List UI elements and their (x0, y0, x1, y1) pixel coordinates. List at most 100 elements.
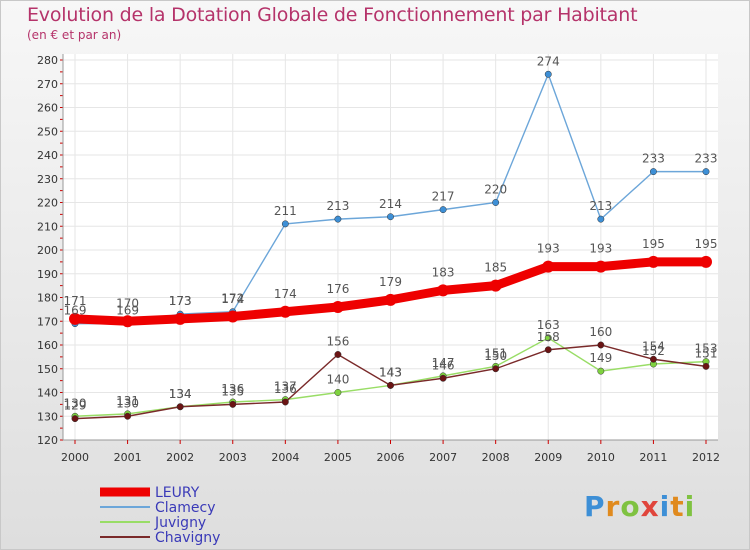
logo-letter: i (659, 490, 671, 523)
data-label-juvigny: 131 (116, 394, 139, 408)
logo-letter: P (584, 490, 606, 523)
data-label-juvigny: 163 (537, 318, 560, 332)
data-label-chavigny: 151 (695, 346, 718, 360)
y-tick-label: 120 (37, 434, 58, 447)
data-label-juvigny: 152 (642, 344, 665, 358)
y-tick-label: 160 (37, 339, 58, 352)
data-label-chavigny: 146 (432, 358, 455, 372)
x-tick-label: 2001 (114, 451, 142, 464)
point-chavigny (439, 374, 447, 382)
point-clamecy (492, 199, 500, 206)
y-tick-label: 210 (37, 220, 58, 233)
data-label-leury: 179 (379, 275, 402, 289)
point-leury (647, 255, 660, 268)
point-chavigny (176, 403, 184, 411)
x-tick-label: 2003 (219, 451, 247, 464)
x-tick-label: 2012 (692, 451, 720, 464)
x-tick-label: 2008 (482, 451, 510, 464)
data-label-juvigny: 134 (169, 387, 192, 401)
data-label-clamecy: 213 (326, 199, 349, 213)
data-label-clamecy: 169 (116, 304, 139, 318)
y-tick-label: 130 (37, 410, 58, 423)
y-tick-label: 200 (37, 244, 58, 257)
data-label-chavigny: 136 (274, 382, 297, 396)
point-clamecy (334, 215, 342, 223)
y-tick-label: 150 (37, 363, 58, 376)
data-label-leury: 176 (326, 282, 349, 296)
logo-letter: o (620, 490, 641, 523)
point-leury (700, 255, 712, 268)
x-tick-label: 2000 (61, 451, 89, 464)
data-label-leury: 171 (64, 294, 87, 308)
chart-title: Evolution de la Dotation Globale de Fonc… (27, 4, 638, 26)
data-label-chavigny: 134 (169, 387, 192, 401)
y-tick-label: 230 (37, 173, 58, 186)
point-clamecy (544, 70, 552, 78)
data-label-chavigny: 129 (64, 399, 87, 413)
point-chavigny (334, 351, 342, 358)
data-label-clamecy: 214 (379, 197, 402, 211)
data-label-leury: 193 (589, 242, 612, 256)
y-tick-label: 270 (37, 78, 58, 91)
point-chavigny (702, 362, 710, 370)
y-tick-label: 180 (37, 292, 58, 305)
data-label-juvigny: 147 (432, 356, 455, 370)
data-label-clamecy: 233 (642, 152, 665, 166)
logo-letter: i (684, 490, 696, 523)
data-label-chavigny: 160 (589, 325, 612, 339)
point-clamecy (281, 220, 289, 228)
point-leury (174, 312, 187, 325)
logo-letter: r (605, 490, 621, 523)
point-chavigny (597, 341, 605, 349)
x-tick-label: 2007 (429, 451, 457, 464)
point-juvigny (597, 367, 605, 375)
legend-label-clamecy: Clamecy (155, 500, 215, 516)
y-tick-label: 190 (37, 268, 58, 281)
data-label-leury: 183 (432, 265, 455, 279)
data-label-clamecy: 174 (221, 292, 244, 306)
data-label-juvigny: 136 (221, 382, 244, 396)
data-label-chavigny: 150 (484, 349, 507, 363)
x-tick-label: 2005 (324, 451, 352, 464)
y-tick-label: 280 (37, 54, 58, 67)
data-label-clamecy: 220 (484, 183, 507, 197)
point-chavigny (649, 355, 657, 363)
point-clamecy (439, 206, 447, 214)
point-clamecy (387, 213, 394, 221)
logo-letter: t (670, 490, 685, 523)
x-tick-label: 2004 (271, 451, 299, 464)
data-label-chavigny: 156 (326, 335, 349, 349)
point-chavigny (281, 398, 289, 406)
point-leury (121, 315, 134, 328)
data-label-juvigny: 153 (695, 342, 718, 356)
point-juvigny (544, 334, 552, 342)
data-label-juvigny: 149 (589, 351, 612, 365)
point-leury (489, 279, 502, 292)
point-clamecy (597, 215, 605, 223)
y-tick-label: 260 (37, 102, 58, 115)
chart-subtitle: (en € et par an) (27, 28, 122, 42)
data-label-leury: 172 (221, 292, 244, 306)
point-clamecy (649, 168, 657, 176)
data-label-juvigny: 151 (484, 346, 507, 360)
x-tick-label: 2006 (377, 451, 405, 464)
x-tick-label: 2011 (639, 451, 667, 464)
data-label-clamecy: 173 (169, 294, 192, 308)
point-chavigny (229, 400, 237, 408)
data-label-juvigny: 130 (64, 396, 87, 410)
data-label-clamecy: 217 (432, 190, 455, 204)
logo-letter: x (640, 490, 660, 523)
legend-label-leury: LEURY (155, 485, 200, 501)
data-label-chavigny: 154 (642, 339, 665, 353)
point-leury (384, 293, 397, 306)
data-label-leury: 174 (274, 287, 297, 301)
point-clamecy (702, 168, 710, 176)
point-chavigny (544, 346, 552, 354)
data-label-clamecy: 169 (64, 304, 87, 318)
data-label-leury: 170 (116, 296, 139, 310)
data-label-juvigny: 140 (326, 373, 349, 387)
point-leury (226, 310, 239, 323)
y-tick-label: 170 (37, 315, 58, 328)
y-tick-label: 220 (37, 197, 58, 210)
x-tick-label: 2009 (534, 451, 562, 464)
